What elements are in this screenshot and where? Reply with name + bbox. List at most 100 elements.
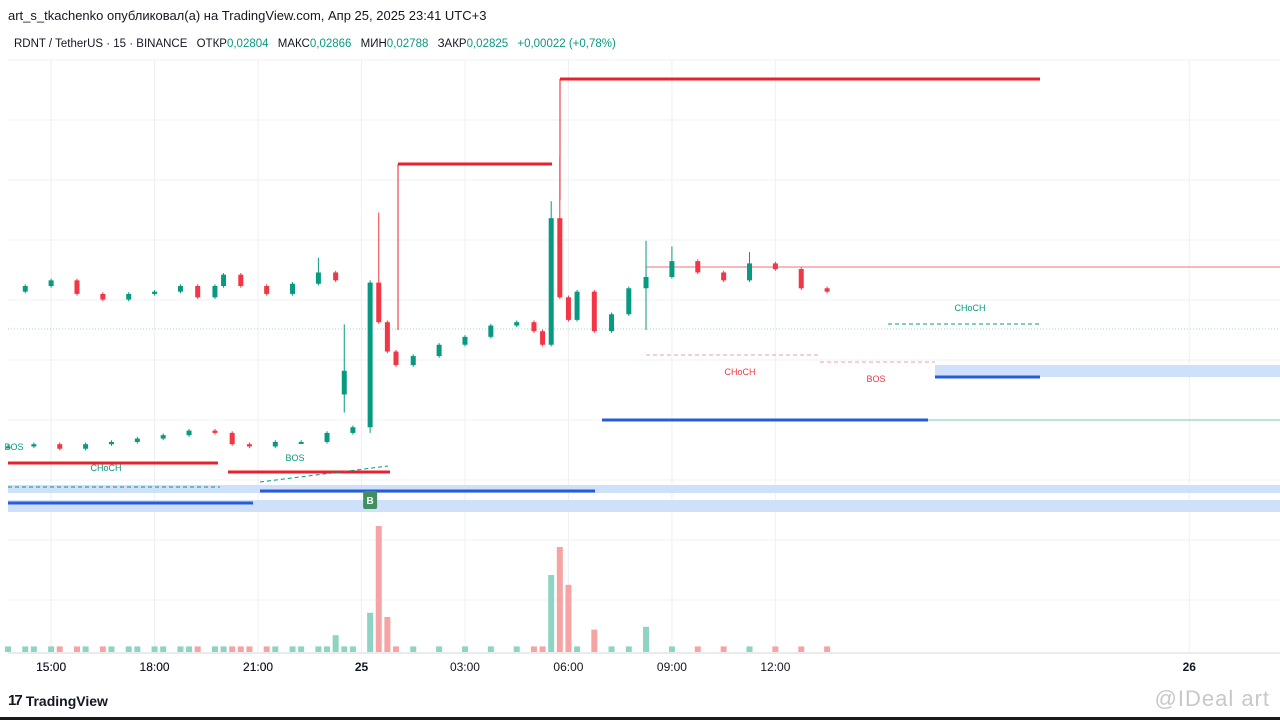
candle-body <box>772 263 778 270</box>
volume-bar <box>56 646 63 652</box>
watermark-text: @IDeal art <box>1154 686 1270 711</box>
volume-bar <box>436 646 443 652</box>
volume-bar <box>574 646 581 652</box>
volume-bar <box>798 646 805 652</box>
volume-bar <box>824 646 831 652</box>
volume-bar <box>720 646 727 652</box>
candle-body <box>626 288 632 315</box>
volume-bar <box>643 626 650 652</box>
time-tick-label: 12:00 <box>760 660 790 674</box>
candle-body <box>695 261 701 273</box>
candle-body <box>212 430 218 433</box>
candle-body <box>22 286 28 292</box>
structure-label: BOS <box>866 374 885 384</box>
volume-bar <box>263 646 270 652</box>
volume-bar <box>289 646 296 652</box>
candle-body <box>186 430 192 436</box>
volume-bar <box>625 646 632 652</box>
tradingview-logo[interactable]: 17 TradingView <box>8 692 108 709</box>
candle-body <box>83 444 89 449</box>
volume-bars <box>5 526 831 652</box>
time-tick-label: 18:00 <box>140 660 170 674</box>
candle-body <box>315 272 321 284</box>
high-value: 0,02866 <box>309 38 352 50</box>
volume-bar <box>30 646 37 652</box>
symbol-legend[interactable]: RDNT / TetherUS · 15 · BINANCE ОТКР0,028… <box>14 38 616 50</box>
liquidity-zone <box>8 500 1280 512</box>
volume-bar <box>332 635 339 652</box>
volume-bar <box>73 646 80 652</box>
candle-body <box>100 293 106 300</box>
open-value: 0,02804 <box>226 38 269 50</box>
low-value: 0,02788 <box>386 38 429 50</box>
structure-labels: BOS CHoCH BOS CHoCH BOS CHoCH B <box>4 303 986 509</box>
candle-body <box>462 336 468 345</box>
volume-bar <box>349 646 356 652</box>
candle-body <box>669 261 675 277</box>
candle-body <box>341 370 347 395</box>
volume-bar <box>772 646 779 652</box>
candle-body <box>574 291 580 320</box>
volume-bar <box>151 646 158 652</box>
structure-label: CHoCH <box>90 463 121 473</box>
candle-body <box>108 441 114 445</box>
structure-label: CHoCH <box>724 367 755 377</box>
bos-line <box>259 465 389 483</box>
symbol-title: RDNT / TetherUS · 15 · BINANCE <box>14 38 188 50</box>
candle-body <box>246 444 252 447</box>
high-label: МАКС <box>277 38 310 50</box>
candle-body <box>410 356 416 366</box>
candle-body <box>565 297 571 320</box>
volume-bar <box>513 646 520 652</box>
candle-body <box>195 286 201 298</box>
time-tick-label: 26 <box>1183 660 1197 674</box>
volume-bar <box>548 575 555 652</box>
volume-bar <box>694 646 701 652</box>
volume-bar <box>99 646 106 652</box>
volume-bar <box>393 646 399 652</box>
candle-body <box>160 435 166 439</box>
close-label: ЗАКР <box>437 38 467 50</box>
candle-body <box>290 283 296 294</box>
candle-body <box>350 427 356 433</box>
candle-body <box>798 269 804 289</box>
structure-label: BOS <box>285 453 304 463</box>
volume-bar <box>530 646 537 652</box>
structure-label: CHoCH <box>954 303 985 313</box>
publish-attribution: art_s_tkachenko опубликовал(а) на Tradin… <box>8 8 487 23</box>
volume-bar <box>461 646 468 652</box>
candle-body <box>221 274 227 286</box>
structure-lines <box>8 77 1280 505</box>
candle-body <box>393 351 399 366</box>
candles <box>5 156 830 451</box>
tradingview-icon: 17 <box>8 692 23 709</box>
volume-bar <box>487 646 494 652</box>
volume-bar <box>134 646 141 652</box>
liquidity-zone <box>935 365 1280 377</box>
candle-body <box>272 441 278 447</box>
candle-body <box>824 288 830 292</box>
candle-body <box>488 325 494 337</box>
candle-body <box>324 432 330 442</box>
price-change: +0,00022 (+0,78%) <box>517 38 616 50</box>
candle-body <box>152 291 158 294</box>
volume-bar <box>177 646 184 652</box>
volume-bar <box>186 646 193 652</box>
candle-body <box>177 286 183 292</box>
volume-bar <box>237 646 244 652</box>
volume-bar <box>556 547 563 652</box>
time-tick-label: 21:00 <box>243 660 273 674</box>
candle-body <box>376 282 382 323</box>
volume-bar <box>565 584 572 652</box>
candle-body <box>436 344 442 357</box>
candle-body <box>31 444 37 447</box>
time-tick-label: 18:00 <box>140 660 170 674</box>
candle-body <box>238 274 244 286</box>
candle-body <box>229 432 235 445</box>
time-axis: 15:00 18:00 21:00 25 03:00 06:00 09:00 12:0015:… <box>8 652 1280 674</box>
volume-bar <box>608 646 615 652</box>
tradingview-wordmark: TradingView <box>25 692 108 709</box>
candle-body <box>557 218 563 298</box>
candle-body <box>126 293 132 300</box>
